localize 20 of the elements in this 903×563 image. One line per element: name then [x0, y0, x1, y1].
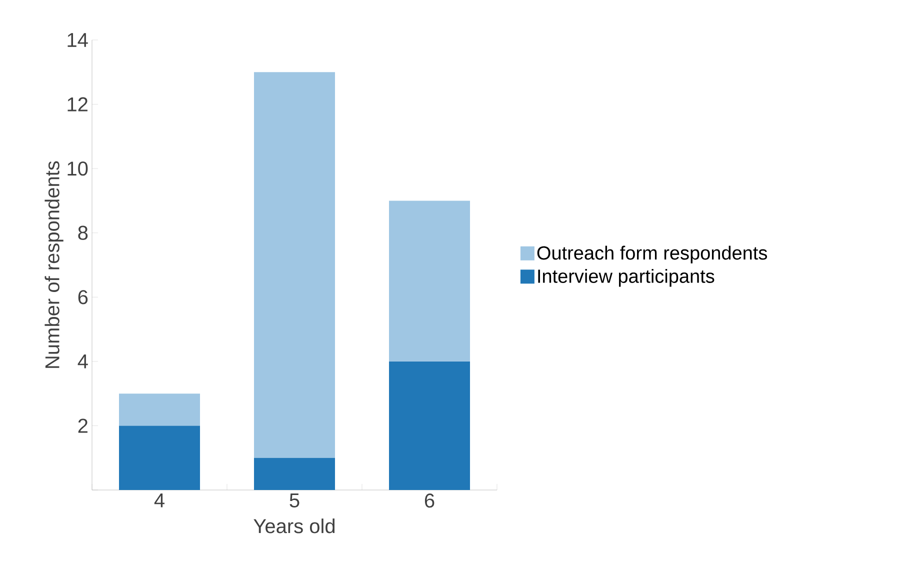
y-tick-label: 4: [78, 354, 88, 368]
y-tick-label: 8: [78, 226, 88, 240]
y-axis-title: Number of respondents: [44, 161, 64, 368]
y-tick-label: 2: [78, 418, 88, 433]
bar: [254, 72, 335, 458]
bar: [119, 394, 200, 426]
y-tick-label: 14: [68, 33, 88, 47]
bar: [389, 361, 470, 490]
legend-label: Interview participants: [538, 268, 714, 287]
bar: [389, 200, 470, 362]
bar: [254, 458, 335, 490]
legend-label: Outreach form respondents: [537, 246, 768, 264]
x-tick-label: 5: [290, 494, 300, 508]
y-tick-label: 10: [68, 161, 88, 176]
x-axis-title: Years old: [254, 518, 335, 534]
bar: [119, 426, 200, 490]
y-tick-label: 6: [78, 290, 88, 304]
x-tick-label: 6: [424, 494, 434, 508]
x-tick-label: 4: [154, 494, 164, 508]
y-tick-label: 12: [68, 97, 88, 112]
